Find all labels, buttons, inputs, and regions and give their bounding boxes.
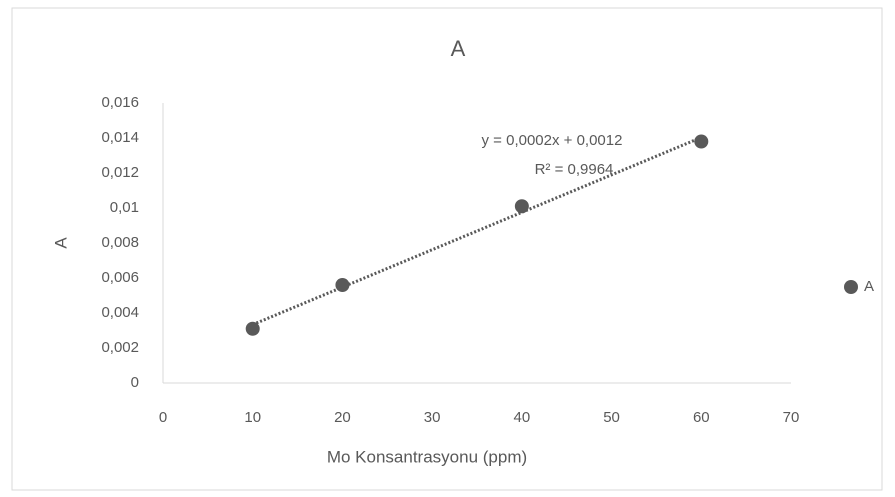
y-tick-label: 0,012 xyxy=(101,164,139,181)
x-tick-label: 40 xyxy=(514,409,531,426)
data-point xyxy=(245,321,260,336)
trendline-equation: y = 0,0002x + 0,0012 xyxy=(482,132,623,149)
chart-border xyxy=(11,7,883,491)
legend-label: A xyxy=(864,278,874,295)
data-point xyxy=(514,199,529,214)
legend-marker xyxy=(844,280,858,294)
x-tick-label: 0 xyxy=(159,409,167,426)
trendline-r2: R² = 0,9964 xyxy=(535,161,614,178)
x-tick-label: 60 xyxy=(693,409,710,426)
y-tick-label: 0,01 xyxy=(110,199,139,216)
chart-title: A xyxy=(451,36,466,61)
x-axis-label: Mo Konsantrasyonu (ppm) xyxy=(327,447,527,466)
y-tick-label: 0,002 xyxy=(101,339,139,356)
x-tick-label: 50 xyxy=(603,409,620,426)
data-point xyxy=(335,278,350,292)
x-tick-label: 10 xyxy=(244,409,261,426)
x-tick-label: 70 xyxy=(783,409,800,426)
y-tick-label: 0,016 xyxy=(101,94,139,111)
trendline xyxy=(252,136,702,326)
y-tick-label: 0,008 xyxy=(101,234,139,251)
y-tick-label: 0,006 xyxy=(101,269,139,286)
y-tick-label: 0,004 xyxy=(101,304,139,321)
x-tick-label: 20 xyxy=(334,409,351,426)
y-axis-label: A xyxy=(51,237,70,249)
y-tick-label: 0 xyxy=(131,374,139,391)
data-point xyxy=(694,134,709,149)
x-tick-label: 30 xyxy=(424,409,441,426)
y-tick-label: 0,014 xyxy=(101,129,139,146)
